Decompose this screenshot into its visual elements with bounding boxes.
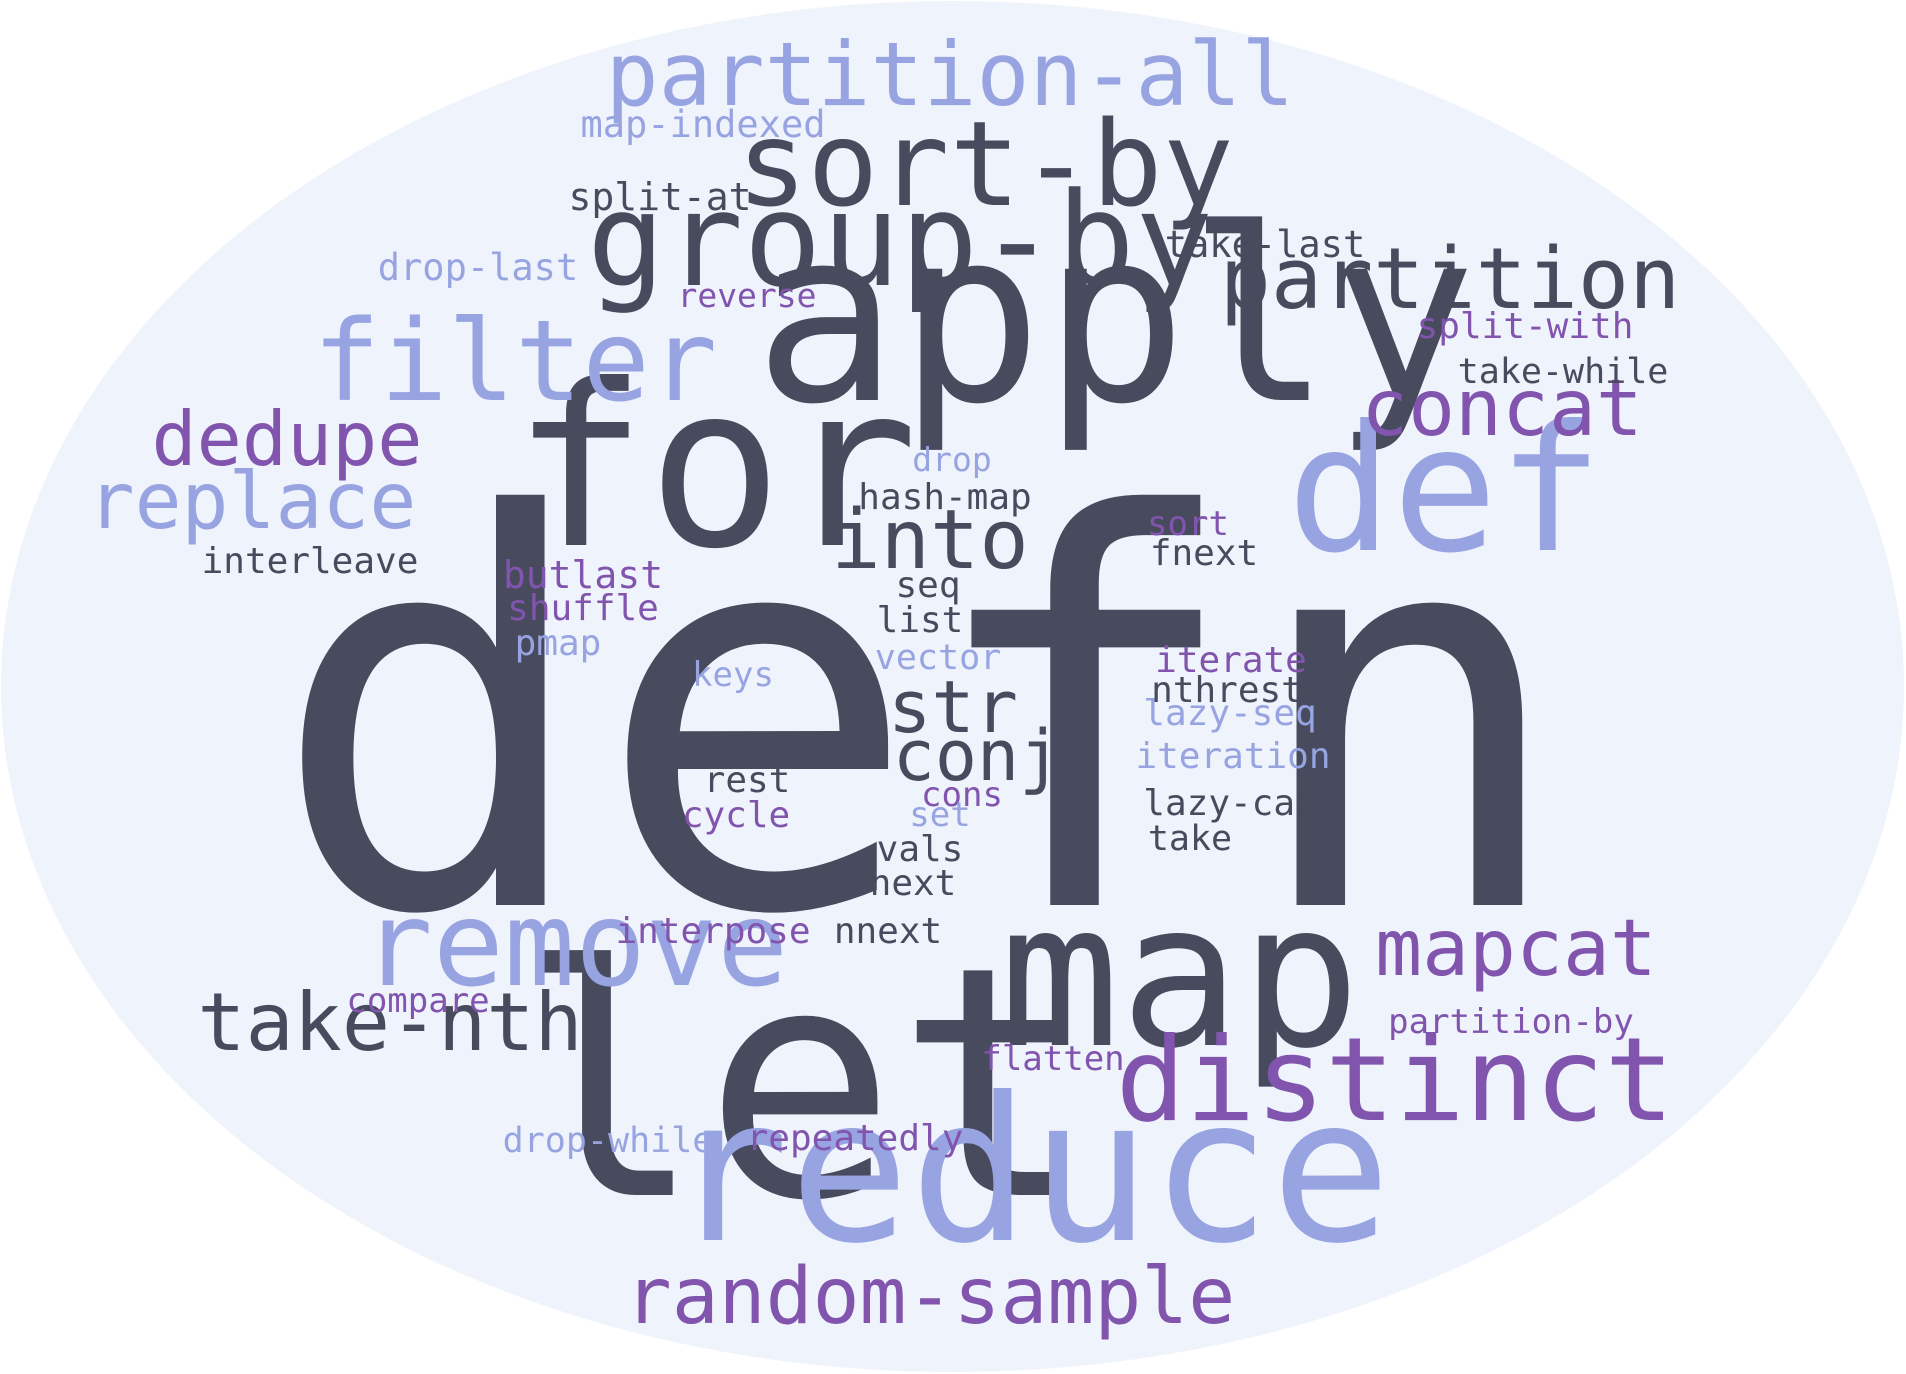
word-cons: cons — [921, 775, 1003, 815]
word-repeatedly: repeatedly — [747, 1118, 964, 1159]
word-distinct: distinct — [1116, 1013, 1675, 1148]
word-str: str — [888, 665, 1018, 749]
word-group-by: group-by — [587, 164, 1213, 316]
word-nnext: nnext — [834, 911, 942, 952]
word-partition-all: partition-all — [606, 23, 1295, 126]
word-for: for — [512, 337, 918, 599]
word-rest: rest — [704, 760, 791, 801]
word-shuffle: shuffle — [507, 588, 659, 629]
word-vector: vector — [875, 638, 1001, 678]
word-dedupe: dedupe — [152, 395, 423, 483]
word-lazy-seq: lazy-seq — [1143, 693, 1316, 734]
word-vals: vals — [877, 829, 964, 870]
word-interleave: interleave — [202, 541, 419, 582]
word-next: next — [870, 863, 957, 904]
word-cycle: cycle — [682, 795, 790, 836]
word-nthrest: nthrest — [1151, 670, 1303, 711]
word-take: take — [1148, 819, 1232, 859]
word-partition-by: partition-by — [1388, 1002, 1634, 1042]
word-drop-while: drop-while — [503, 1121, 714, 1161]
word-split-at: split-at — [568, 175, 751, 219]
word-into: into — [831, 493, 1028, 588]
word-map: map — [999, 860, 1360, 1093]
word-take-last: take-last — [1165, 223, 1365, 266]
word-apply: apply — [754, 177, 1476, 457]
word-pmap: pmap — [515, 623, 602, 664]
word-lazy-cat: lazy-cat — [1143, 783, 1316, 824]
word-flatten: flatten — [981, 1039, 1124, 1079]
word-keys: keys — [692, 655, 774, 695]
word-reverse: reverse — [677, 276, 816, 315]
word-list: list — [877, 600, 964, 641]
word-hash-map: hash-map — [858, 477, 1031, 518]
word-fnext: fnext — [1150, 533, 1258, 574]
word-random-sample: random-sample — [625, 1252, 1235, 1342]
word-replace: replace — [88, 457, 417, 547]
word-compare: compare — [346, 981, 489, 1021]
word-partition: partition — [1220, 230, 1681, 329]
word-remove: remove — [362, 875, 788, 1013]
word-reduce: reduce — [669, 1055, 1391, 1288]
word-take-while: take-while — [1458, 352, 1669, 392]
word-drop: drop — [912, 440, 991, 479]
word-drop-last: drop-last — [378, 246, 578, 289]
word-concat: concat — [1361, 364, 1643, 454]
word-defn: defn — [270, 405, 1570, 1033]
word-conj: conj — [893, 715, 1062, 797]
word-sort: sort — [1147, 504, 1229, 544]
word-sort-by: sort-by — [736, 95, 1233, 233]
word-mapcat: mapcat — [1375, 904, 1657, 994]
word-seq: seq — [895, 565, 960, 606]
word-take-nth: take-nth — [197, 976, 582, 1069]
word-filter: filter — [313, 297, 718, 427]
word-iteration: iteration — [1135, 736, 1330, 777]
word-map-indexed: map-indexed — [580, 103, 825, 146]
word-set: set — [909, 795, 970, 835]
word-interpose: interpose — [615, 911, 810, 952]
word-let: let — [511, 899, 1089, 1271]
word-def: def — [1287, 389, 1603, 592]
word-butlast: butlast — [503, 553, 663, 597]
word-split-with: split-with — [1417, 306, 1634, 347]
word-iterate: iterate — [1155, 640, 1307, 681]
